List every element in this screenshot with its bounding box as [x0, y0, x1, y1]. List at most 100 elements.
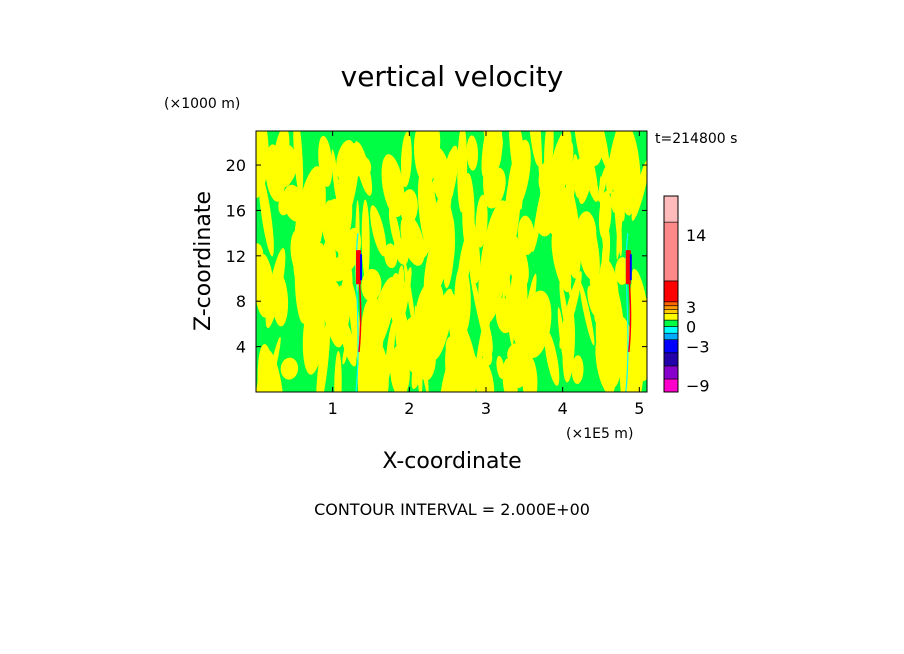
contour-region — [265, 248, 286, 329]
contour-region — [273, 131, 290, 180]
updraft-peak — [356, 250, 361, 285]
y-tick-label: 12 — [226, 247, 246, 266]
x-unit-label: (×1E5 m) — [566, 426, 633, 442]
contour-region — [385, 319, 396, 383]
contour-region — [571, 355, 584, 384]
contour-region — [361, 199, 370, 281]
contour-region — [370, 205, 387, 257]
contour-region — [572, 194, 582, 254]
downdraft-peak — [629, 254, 632, 281]
contour-region — [400, 131, 412, 188]
contour-region — [338, 264, 353, 341]
colorbar-level — [663, 305, 679, 310]
contour-region — [449, 318, 462, 352]
contour-region — [421, 219, 435, 259]
contour-region — [457, 131, 468, 213]
contour-region — [293, 166, 326, 279]
contour-region — [457, 232, 472, 301]
x-axis-label: X-coordinate — [382, 449, 521, 474]
contour-region — [557, 307, 567, 366]
contour-region — [439, 351, 455, 392]
contour-region — [529, 131, 540, 166]
y-axis-label: Z-coordinate — [191, 191, 216, 331]
contour-region — [394, 237, 409, 265]
contour-region — [478, 200, 512, 324]
contour-region — [420, 160, 434, 193]
x-tick-label: 3 — [481, 399, 491, 418]
plot-frame — [255, 130, 648, 393]
contour-region — [481, 131, 503, 178]
colorbar — [663, 195, 679, 393]
contour-region — [606, 131, 630, 195]
contour-region — [354, 141, 373, 196]
contour-region — [257, 343, 275, 392]
contour-region — [400, 189, 418, 225]
contour-region — [512, 255, 527, 331]
contour-region — [334, 351, 342, 392]
contour-region — [610, 315, 633, 360]
contour-region — [565, 162, 576, 199]
contour-region — [544, 330, 560, 386]
contour-region — [631, 158, 647, 221]
contour-region — [324, 200, 348, 255]
colorbar-tick-label: −3 — [686, 337, 710, 356]
updraft-columns — [355, 233, 632, 392]
colorbar-frame — [663, 195, 679, 393]
contour-region — [433, 195, 455, 276]
contour-region — [338, 156, 357, 222]
contour-region — [495, 297, 513, 334]
y-tick-label: 4 — [236, 338, 246, 357]
colorbar-tick-label: 3 — [686, 298, 696, 317]
contour-region — [555, 190, 567, 240]
downdraft-peak — [360, 254, 362, 281]
contour-region — [539, 171, 559, 236]
contour-region — [554, 229, 576, 311]
contour-region — [342, 341, 349, 365]
y-tick-label: 20 — [226, 156, 246, 175]
updraft-outline — [355, 233, 359, 392]
contour-region — [582, 131, 604, 167]
contour-region — [316, 319, 331, 392]
updraft-outline — [625, 233, 629, 392]
contour-region — [293, 131, 304, 197]
contour-region — [264, 350, 275, 391]
colorbar-level — [663, 365, 679, 380]
time-label: t=214800 s — [655, 131, 737, 147]
contour-region — [620, 349, 642, 392]
contour-region — [496, 355, 505, 379]
contour-region — [616, 175, 624, 260]
colorbar-tick-label: 14 — [686, 226, 706, 245]
contour-region — [391, 348, 408, 385]
x-tick-label: 2 — [404, 399, 414, 418]
contour-region — [474, 357, 495, 392]
colorbar-level — [663, 309, 679, 314]
colorbar-level — [663, 332, 679, 341]
updraft-peak — [625, 250, 631, 285]
colorbar-level — [663, 221, 679, 282]
contour-region — [509, 131, 526, 195]
colorbar-level — [663, 378, 679, 393]
colorbar-level — [663, 326, 679, 334]
contour-interval-text: CONTOUR INTERVAL = 2.000E+00 — [314, 500, 590, 519]
contour-region — [522, 290, 552, 358]
x-tick-label: 1 — [328, 399, 338, 418]
contour-region — [475, 194, 488, 248]
contour-region — [280, 357, 299, 380]
y-tick-label: 16 — [226, 201, 246, 220]
colorbar-level — [663, 339, 679, 354]
colorbar-level — [663, 301, 679, 306]
colorbar-level — [663, 313, 679, 321]
contour-region — [548, 131, 572, 198]
y-unit-label: (×1000 m) — [164, 96, 240, 112]
colorbar-level — [663, 319, 679, 327]
contour-region — [597, 165, 608, 202]
contour-region — [381, 154, 405, 217]
contour-region — [581, 214, 600, 285]
contour-region — [502, 358, 518, 392]
colorbar-tick-labels: 14 30−3 −9 — [686, 226, 710, 395]
contour-region — [327, 257, 349, 282]
contour-region — [480, 313, 493, 355]
contour-region — [414, 279, 445, 347]
contour-region — [403, 259, 417, 337]
